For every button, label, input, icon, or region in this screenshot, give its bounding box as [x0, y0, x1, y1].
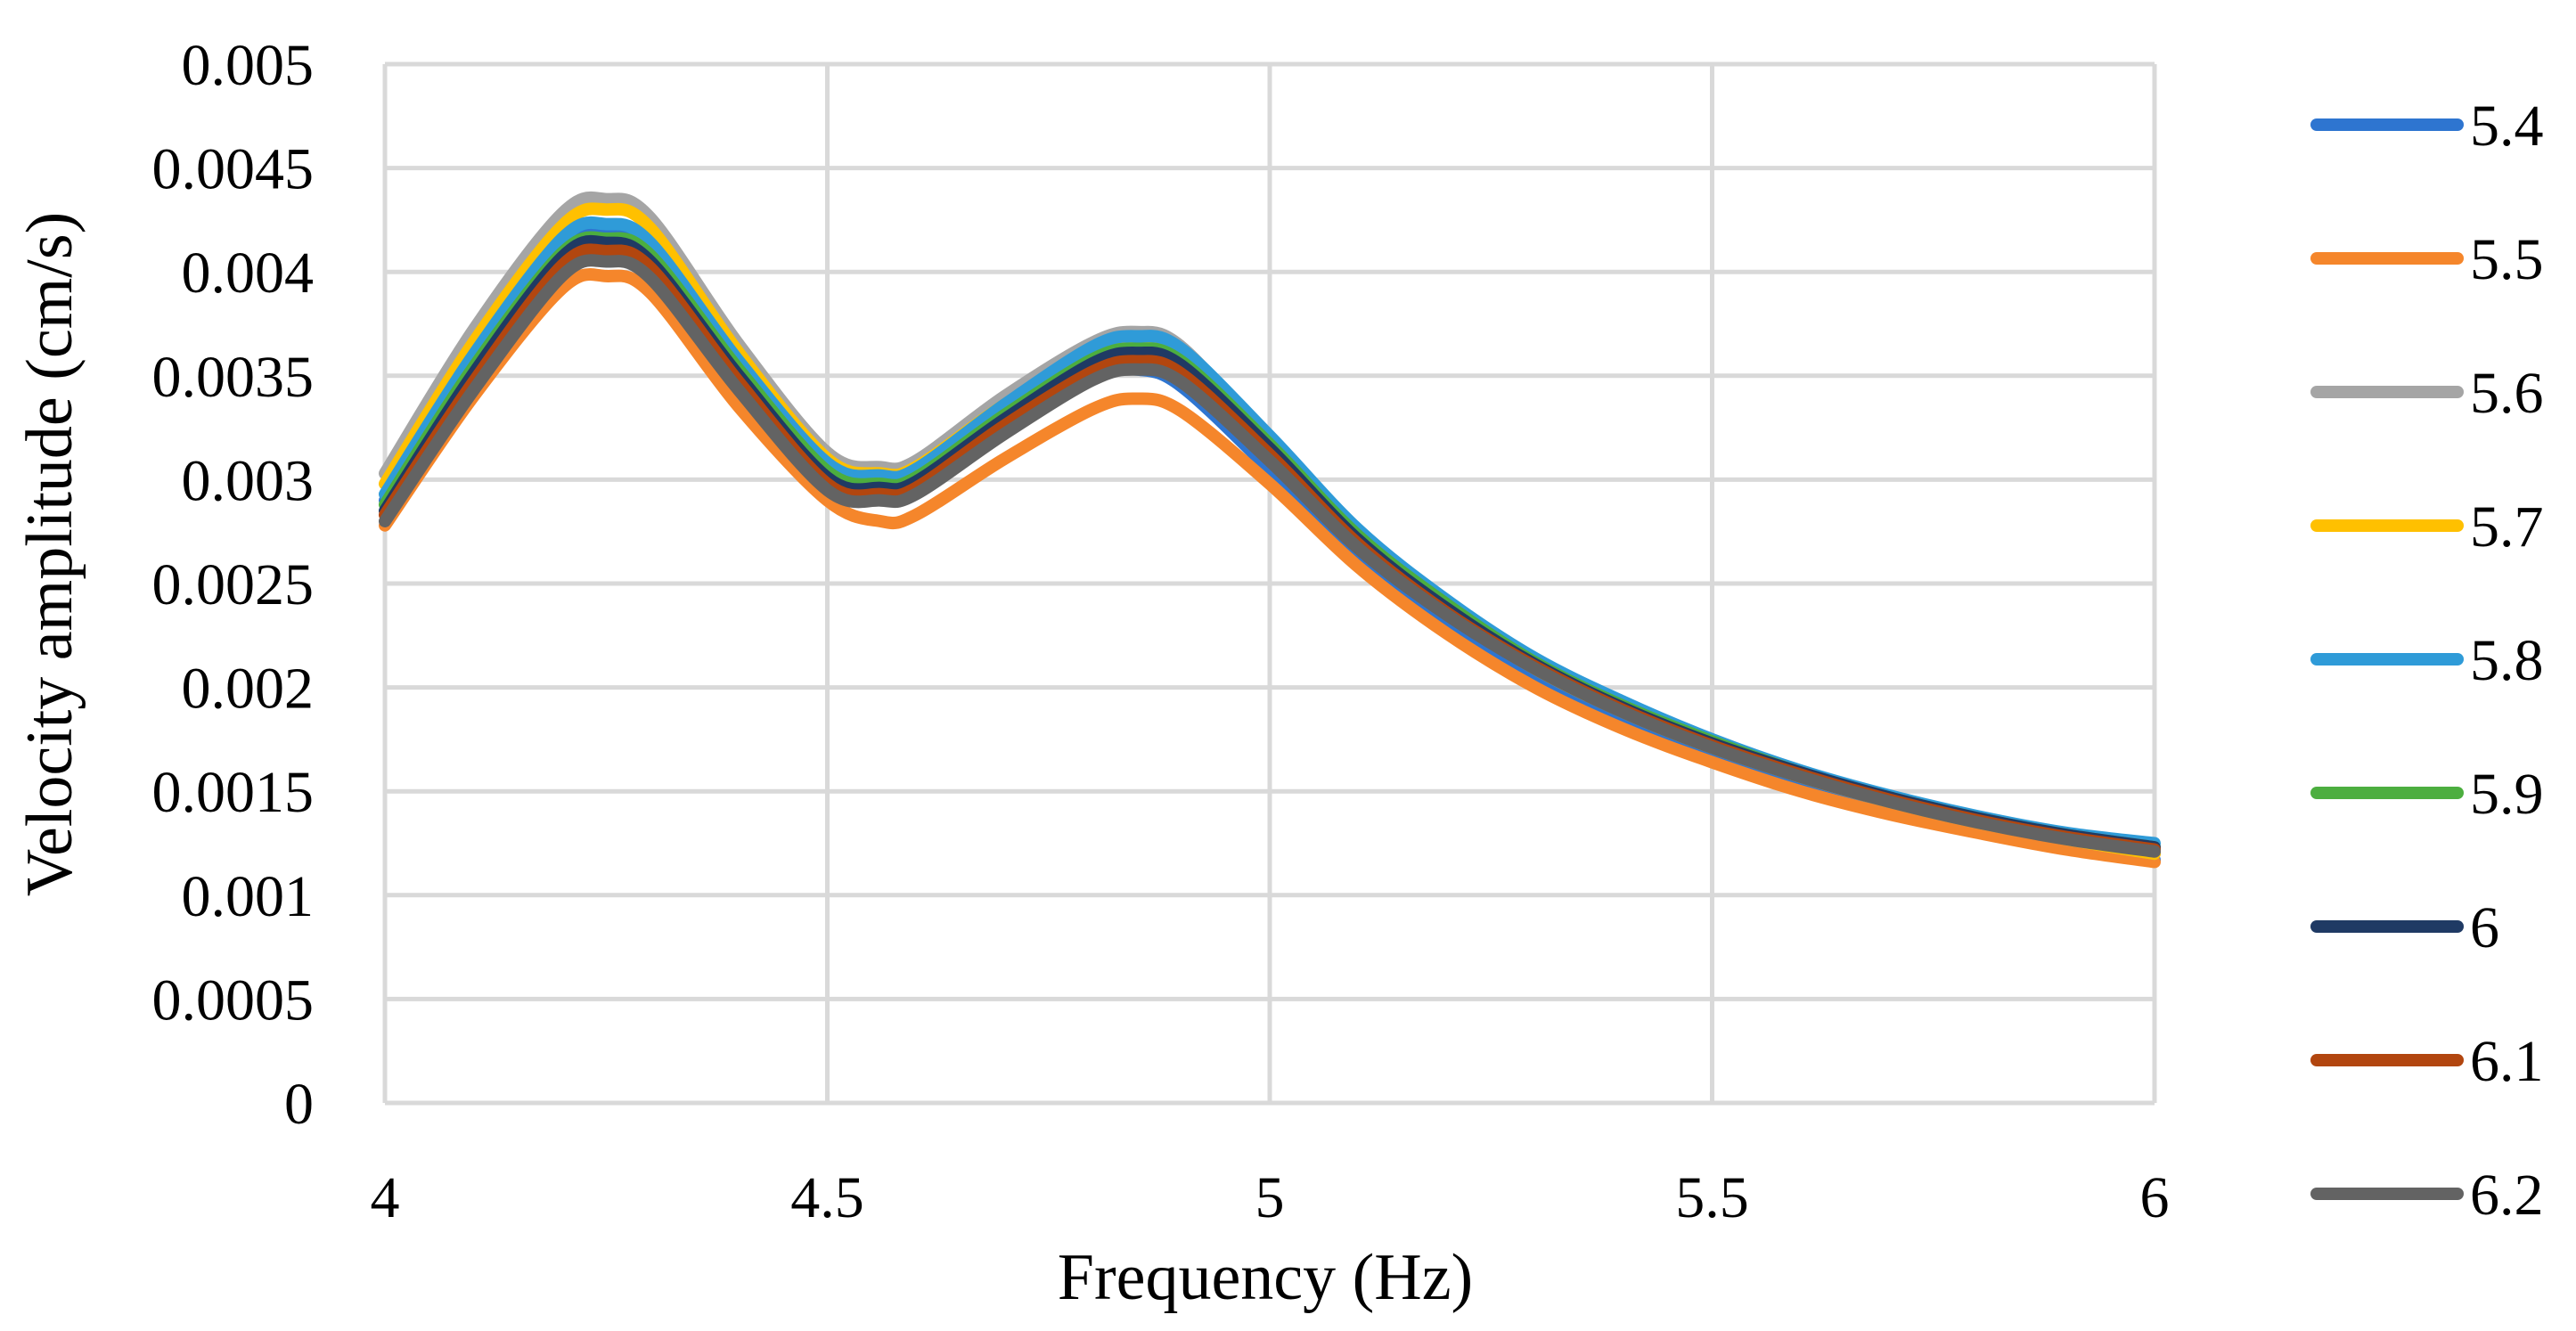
y-tick-label: 0.001	[182, 864, 315, 929]
y-axis-tick-labels: 0 0.0005 0.001 0.0015 0.002 0.0025 0.003 0.0035…	[152, 33, 315, 1137]
series-line-6.2	[379, 254, 2161, 858]
legend-label-5.5: 5.5	[2470, 227, 2544, 292]
legend-label-5.7: 5.7	[2470, 494, 2544, 559]
legend-label-5.4: 5.4	[2470, 94, 2544, 159]
legend: 5.4 5.5 5.6 5.7 5.8 5.9 6 6.1 6.2	[2310, 94, 2544, 1228]
legend-label-5.8: 5.8	[2470, 628, 2544, 693]
y-axis-title: Velocity amplitude (cm/s)	[13, 212, 86, 897]
y-tick-label: 0.003	[182, 448, 315, 513]
legend-label-5.6: 5.6	[2470, 361, 2544, 426]
x-axis-title: Frequency (Hz)	[1058, 1241, 1473, 1314]
y-tick-label: 0.0005	[152, 968, 315, 1033]
x-tick-label: 4	[371, 1165, 400, 1230]
y-tick-label: 0.004	[182, 241, 315, 306]
legend-label-5.9: 5.9	[2470, 762, 2544, 827]
y-tick-label: 0.0015	[152, 760, 315, 825]
x-tick-label: 5	[1255, 1165, 1285, 1230]
legend-label-6.2: 6.2	[2470, 1163, 2544, 1228]
x-tick-label: 5.5	[1675, 1165, 1749, 1230]
x-tick-label: 6	[2140, 1165, 2170, 1230]
y-tick-label: 0.0035	[152, 345, 315, 410]
y-tick-label: 0.005	[182, 33, 315, 98]
series-lines	[379, 191, 2161, 869]
x-axis-tick-labels: 4 4.5 5 5.5 6	[371, 1165, 2170, 1230]
y-tick-label: 0.002	[182, 657, 315, 722]
legend-label-6.1: 6.1	[2470, 1029, 2544, 1094]
y-tick-label: 0.0025	[152, 552, 315, 617]
legend-label-6: 6	[2470, 895, 2499, 960]
series-line-5.5	[379, 268, 2161, 869]
y-tick-label: 0	[284, 1072, 314, 1137]
y-tick-label: 0.0045	[152, 137, 315, 202]
x-tick-label: 4.5	[790, 1165, 864, 1230]
